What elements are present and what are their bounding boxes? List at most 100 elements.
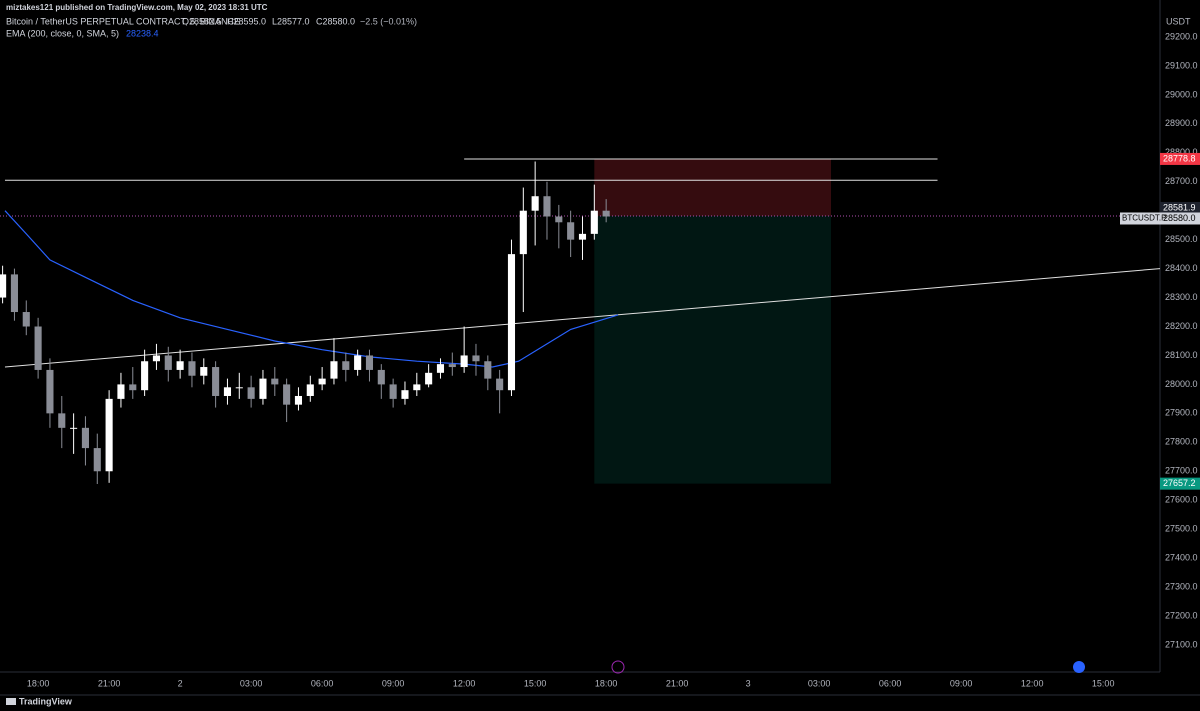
candle-body [377,369,385,385]
candle-body [235,387,243,389]
y-tick-label: 28900.0 [1165,118,1198,128]
y-tick-label: 28200.0 [1165,321,1198,331]
ohlc-low: L28577.0 [272,16,310,26]
x-tick-label: 09:00 [382,678,405,688]
y-tick-label: 29000.0 [1165,89,1198,99]
candle-body [93,448,101,472]
x-tick-label: 21:00 [666,678,689,688]
candle-body [294,395,303,405]
y-tick-label: 28300.0 [1165,292,1198,302]
candle-body [590,210,598,234]
candle-body [212,367,220,396]
candle-body [22,312,30,327]
candle-body [472,355,480,362]
x-tick-label: 06:00 [879,678,902,688]
symbol: Bitcoin / TetherUS PERPETUAL CONTRACT, 5… [6,16,240,26]
x-tick-label: 12:00 [1021,678,1044,688]
symbol-tag: BTCUSDT.P [1122,214,1166,223]
x-tick-label: 21:00 [98,678,121,688]
x-tick-label: 2 [178,678,183,688]
candle-body [365,355,374,370]
candle-body [578,233,587,240]
candle-body [484,361,492,379]
y-tick-label: 28400.0 [1165,263,1198,273]
candle-body [105,398,113,472]
candle-body [306,384,314,396]
y-tick-label: 28000.0 [1165,379,1198,389]
candle-body [389,384,397,399]
candle-body [330,361,338,379]
candle-body [188,361,196,376]
stop-badge: 28778.8 [1163,153,1196,163]
candle-body [555,216,563,223]
brand: TradingView [19,696,73,706]
x-tick-label: 12:00 [453,678,476,688]
y-tick-label: 27800.0 [1165,437,1198,447]
last-price-badge-bg [1160,212,1200,225]
candle-body [176,361,184,370]
candle-body [0,274,7,298]
candle-body [602,210,610,217]
candle-body [401,390,409,399]
candle-body [141,361,149,391]
x-tick-label: 15:00 [524,678,547,688]
ema-value: 28238.4 [126,28,159,38]
candle-body [448,364,456,368]
candle-body [129,384,137,391]
x-tick-label: 15:00 [1092,678,1115,688]
ema-legend: EMA (200, close, 0, SMA, 5) [6,28,119,38]
ohlc-open: O28582.5 [182,16,222,26]
candle-body [259,378,267,399]
candle-body [283,384,291,405]
x-tick-label: 18:00 [27,678,50,688]
y-tick-label: 28100.0 [1165,350,1198,360]
ema-line [4,210,619,368]
candle-body [117,384,125,399]
candle-body [531,196,539,211]
y-tick-label: 27400.0 [1165,552,1198,562]
candle-body [10,274,18,313]
y-tick-label: 27700.0 [1165,466,1198,476]
ohlc-close: C28580.0 [316,16,355,26]
y-tick-label: 28800.0 [1165,147,1198,157]
logo: TradingView [6,696,73,706]
x-tick-label: 18:00 [595,678,618,688]
x-tick-label: 09:00 [950,678,973,688]
y-tick-label: 27300.0 [1165,581,1198,591]
candle-body [507,254,516,391]
stop-badge-bg [1160,152,1200,165]
y-tick-label: 28500.0 [1165,234,1198,244]
plot-area [0,158,1161,484]
entry-badge-bg [1160,201,1200,214]
x-tick-label: 3 [746,678,751,688]
entry-badge: 28581.9 [1163,202,1196,212]
candle-body [247,387,255,399]
candle-body [567,222,575,240]
y-tick-label: 27600.0 [1165,495,1198,505]
candle-body [460,355,468,368]
logo-mark [6,698,16,705]
y-tick-label: 27900.0 [1165,408,1198,418]
y-tick-label: 29200.0 [1165,31,1198,41]
candle-body [46,369,54,414]
candle-body [425,372,433,385]
y-tick-label: 27500.0 [1165,524,1198,534]
x-tick-label: 06:00 [311,678,334,688]
candle-body [342,361,350,370]
stop-zone [594,158,832,216]
candle-body [152,355,160,362]
candle-body [70,427,78,429]
candle-body [223,387,232,396]
target-badge-bg [1160,477,1200,490]
event-icon [1073,661,1085,673]
target-badge: 27657.2 [1163,478,1196,488]
publisher: miztakes121 published on TradingView.com… [6,3,268,12]
y-tick-label: 29100.0 [1165,60,1198,70]
candle-body [58,413,66,428]
candle-body [543,196,551,217]
candle-body [81,427,89,449]
candle-body [271,378,279,385]
ohlc-high: H28595.0 [227,16,266,26]
candle-body [413,384,421,391]
